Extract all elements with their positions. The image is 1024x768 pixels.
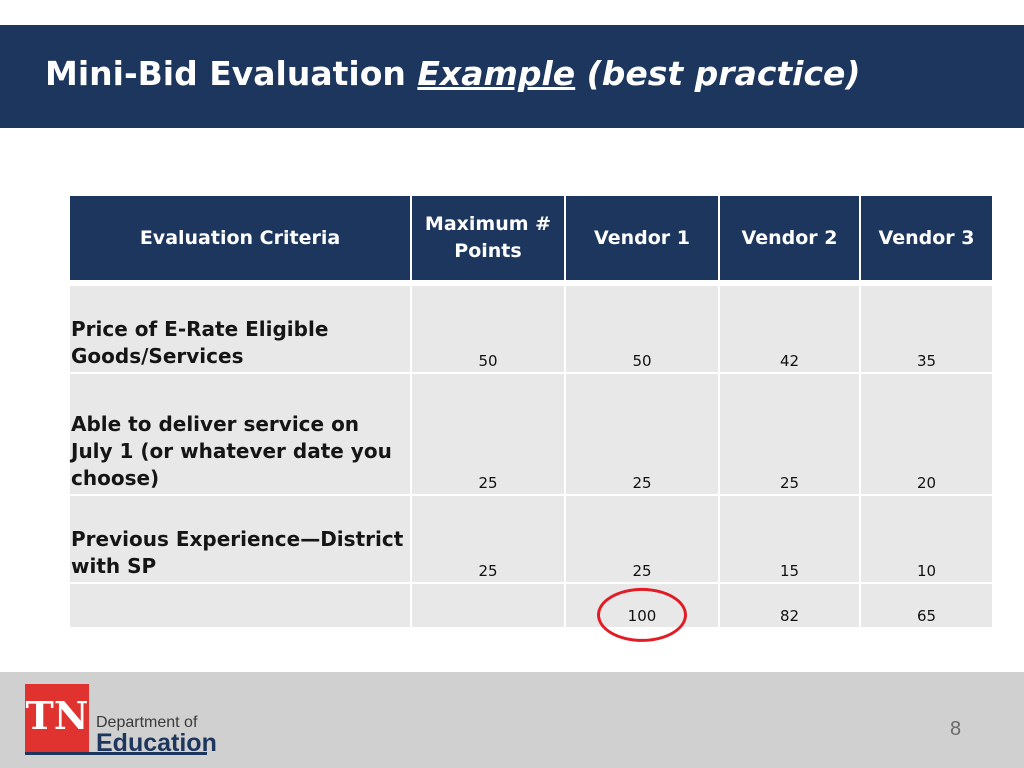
total-vendor-1-value: 100 (627, 607, 657, 625)
vendor-2-cell: 15 (720, 496, 859, 582)
criteria-cell: Able to deliver service on July 1 (or wh… (70, 374, 410, 494)
vendor-1-cell: 50 (566, 286, 718, 372)
title-rest: (best practice) (575, 54, 861, 93)
table-row: Price of E-Rate Eligible Goods/Services … (70, 286, 992, 372)
evaluation-table: Evaluation Criteria Maximum # Points Ven… (68, 194, 994, 642)
vendor-3-cell: 35 (861, 286, 992, 372)
table-header-row: Evaluation Criteria Maximum # Points Ven… (70, 196, 992, 280)
header-evaluation-criteria: Evaluation Criteria (70, 196, 410, 280)
title-underlined: Example (417, 54, 576, 93)
logo-underline (25, 752, 207, 755)
max-points-cell: 50 (412, 286, 564, 372)
max-points-cell: 25 (412, 374, 564, 494)
vendor-2-cell: 42 (720, 286, 859, 372)
totals-max-cell (412, 584, 564, 627)
totals-vendor-1-cell: 100 (566, 584, 718, 642)
header-maximum-points: Maximum # Points (412, 196, 564, 280)
dept-name-line1: Department of (96, 714, 198, 731)
max-points-cell: 25 (412, 496, 564, 582)
table-row: Able to deliver service on July 1 (or wh… (70, 374, 992, 494)
criteria-cell: Previous Experience—District with SP (70, 496, 410, 582)
table-row: Previous Experience—District with SP 25 … (70, 496, 992, 582)
totals-row: 100 82 65 (70, 584, 992, 642)
title-banner (0, 25, 1024, 128)
header-vendor-2: Vendor 2 (720, 196, 859, 280)
totals-vendor-2-cell: 82 (720, 584, 859, 627)
vendor-1-cell: 25 (566, 496, 718, 582)
footer-bar: TN Department of Education 8 (0, 672, 1024, 768)
criteria-cell: Price of E-Rate Eligible Goods/Services (70, 286, 410, 372)
vendor-3-cell: 20 (861, 374, 992, 494)
slide-title: Mini-Bid Evaluation Example (best practi… (45, 54, 861, 93)
vendor-1-cell: 25 (566, 374, 718, 494)
header-vendor-1: Vendor 1 (566, 196, 718, 280)
highlighted-total: 100 (596, 587, 687, 642)
totals-vendor-3-cell: 65 (861, 584, 992, 627)
vendor-2-cell: 25 (720, 374, 859, 494)
dept-name-line2: Education (96, 729, 217, 757)
tn-logo: TN (25, 684, 89, 754)
page-number: 8 (950, 718, 962, 740)
header-vendor-3: Vendor 3 (861, 196, 992, 280)
title-main: Mini-Bid Evaluation (45, 54, 418, 93)
vendor-3-cell: 10 (861, 496, 992, 582)
totals-criteria-cell (70, 584, 410, 627)
